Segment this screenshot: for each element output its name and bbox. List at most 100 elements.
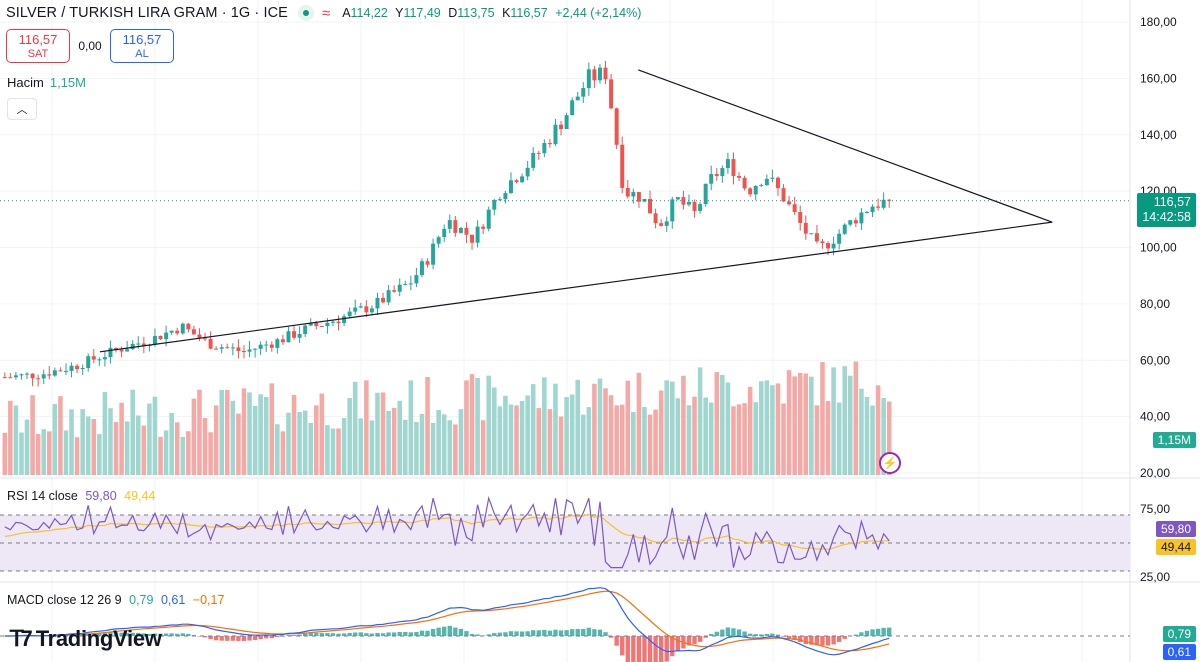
candle-body (759, 185, 764, 187)
candle-body (714, 174, 719, 177)
volume-bar (247, 392, 252, 475)
candle-body (575, 96, 580, 101)
candle-body (63, 370, 68, 372)
rsi-legend[interactable]: RSI 14 close 59,80 49,44 (7, 489, 156, 503)
macd-histogram-bar (391, 632, 397, 636)
macd-histogram-bar (653, 636, 658, 662)
macd-histogram-bar (275, 636, 280, 638)
macd-histogram-bar (747, 633, 753, 636)
macd-histogram-bar (781, 636, 786, 637)
volume-bar (419, 413, 425, 475)
candle-body (625, 187, 630, 197)
candle-body (286, 331, 291, 343)
volume-bar (875, 385, 881, 475)
volume-bar (614, 405, 619, 475)
macd-histogram-bar (91, 633, 96, 636)
candle-body (547, 143, 552, 145)
macd-histogram-bar (647, 636, 653, 662)
candle-body (225, 347, 230, 349)
macd-histogram-bar (469, 633, 475, 636)
volume-bar (530, 384, 536, 475)
macd-histogram-bar (675, 636, 681, 652)
symbol-title[interactable]: SILVER / TURKISH LIRA GRAM · 1G · ICE (6, 5, 288, 21)
rsi-line (4, 495, 890, 569)
volume-bar (358, 418, 364, 475)
volume-bar (58, 396, 63, 475)
wave-icon: ≈ (321, 4, 331, 22)
macd-histogram-bar (514, 631, 519, 636)
volume-bar (24, 419, 30, 475)
volume-bar (742, 403, 747, 475)
candle-body (770, 177, 775, 179)
macd-histogram-bar (130, 632, 135, 636)
volume-bar (169, 413, 174, 475)
volume-bar (603, 388, 608, 475)
volume-bar (720, 375, 725, 475)
volume-bar (792, 376, 797, 475)
volume-bar (30, 395, 35, 475)
candle-body (709, 174, 714, 184)
candle-body (681, 197, 686, 205)
signal-tag: 0,61 (1162, 644, 1196, 660)
macd-histogram-bar (836, 636, 842, 642)
candle-body (564, 115, 569, 130)
volume-bar (35, 434, 41, 475)
candle-body (853, 220, 858, 224)
volume-tag: 1,15M (1152, 432, 1196, 448)
macd-histogram-bar (809, 636, 814, 645)
macd-histogram-bar (620, 636, 625, 656)
volume-legend[interactable]: Hacim 1,15M (7, 75, 86, 90)
volume-bar (553, 383, 558, 475)
volume-bar (108, 408, 113, 475)
macd-histogram-bar (308, 632, 313, 636)
volume-bar (47, 431, 52, 475)
buy-button[interactable]: 116,57 AL (110, 29, 174, 63)
volume-bar (119, 402, 124, 475)
candle-body (269, 344, 274, 348)
macd-histogram-bar (764, 633, 770, 636)
volume-bar (725, 382, 731, 475)
volume-bar (870, 405, 875, 475)
chevron-up-icon[interactable]: ︿ (7, 98, 37, 120)
trendline-upper (638, 69, 1053, 223)
volume-bar (85, 416, 91, 475)
candle-body (25, 373, 30, 375)
macd-histogram-bar (169, 633, 174, 636)
sell-button[interactable]: 116,57 SAT (6, 29, 70, 63)
volume-bar (525, 395, 530, 475)
candle-body (164, 332, 169, 340)
candle-body (392, 290, 397, 292)
macd-histogram-bar (759, 634, 764, 636)
rsi-ma-tag: 49,44 (1155, 539, 1196, 555)
volume-bar (575, 379, 580, 475)
macd-histogram-bar (586, 627, 592, 636)
candle-body (180, 323, 185, 334)
candle-body (175, 330, 180, 334)
volume-bar (859, 388, 864, 475)
macd-histogram-bar (264, 636, 269, 639)
candle-body (609, 79, 614, 109)
candle-body (731, 159, 736, 176)
macd-histogram-bar (542, 629, 547, 636)
candle-body (347, 311, 352, 317)
volume-bar (280, 431, 286, 475)
candle-body (447, 220, 452, 229)
lightning-icon[interactable]: ⚡ (879, 452, 901, 474)
volume-bar (286, 412, 291, 475)
volume-bar (453, 424, 458, 475)
volume-bar (414, 422, 419, 475)
candle-body (781, 188, 786, 202)
candle-body (764, 178, 769, 186)
candle-body (197, 334, 202, 339)
volume-bar (52, 404, 58, 475)
macd-histogram-bar (175, 633, 180, 636)
macd-histogram-bar (825, 636, 831, 646)
volume-bar (770, 385, 775, 475)
macd-histogram-bar (213, 636, 219, 641)
macd-histogram-bar (592, 629, 597, 636)
macd-legend[interactable]: MACD close 12 26 9 0,79 0,61 −0,17 (7, 593, 225, 607)
macd-histogram-bar (792, 636, 797, 640)
tradingview-logo[interactable]: ꓔ7 TradingView (10, 626, 162, 651)
volume-bar (803, 373, 809, 475)
